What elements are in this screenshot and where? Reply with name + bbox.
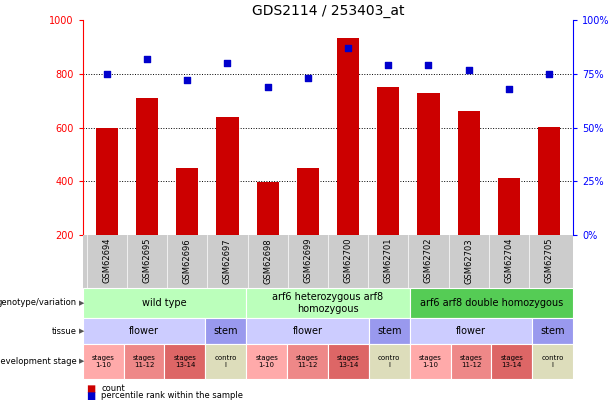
Text: stages
1-10: stages 1-10: [92, 355, 115, 368]
Text: ▶: ▶: [79, 300, 84, 306]
Point: [343, 45, 353, 51]
Text: stages
13-14: stages 13-14: [500, 355, 524, 368]
Text: stages
13-14: stages 13-14: [337, 355, 360, 368]
Text: GSM62703: GSM62703: [464, 238, 473, 284]
Text: GSM62701: GSM62701: [384, 238, 393, 284]
Point: [182, 77, 192, 83]
Point: [424, 62, 433, 68]
Point: [504, 86, 514, 92]
Text: GSM62700: GSM62700: [343, 238, 352, 284]
Point: [142, 55, 152, 62]
Text: stages
11-12: stages 11-12: [132, 355, 156, 368]
Bar: [297, 168, 319, 235]
Point: [383, 62, 393, 68]
Point: [303, 75, 313, 81]
Text: flower: flower: [456, 326, 486, 336]
Title: GDS2114 / 253403_at: GDS2114 / 253403_at: [252, 4, 404, 18]
Text: GSM62695: GSM62695: [143, 238, 151, 284]
Bar: [498, 178, 520, 235]
Bar: [136, 98, 158, 235]
Text: flower: flower: [129, 326, 159, 336]
Text: GSM62697: GSM62697: [223, 238, 232, 284]
Text: ■: ■: [86, 391, 95, 401]
Text: count: count: [101, 384, 125, 393]
Bar: [257, 182, 279, 235]
Text: stages
13-14: stages 13-14: [173, 355, 196, 368]
Bar: [176, 168, 199, 235]
Text: stages
1-10: stages 1-10: [419, 355, 441, 368]
Text: GSM62705: GSM62705: [544, 238, 554, 284]
Text: ■: ■: [86, 384, 95, 394]
Text: GSM62704: GSM62704: [504, 238, 513, 284]
Text: stages
1-10: stages 1-10: [255, 355, 278, 368]
Text: stem: stem: [377, 326, 402, 336]
Text: GSM62698: GSM62698: [263, 238, 272, 284]
Text: GSM62696: GSM62696: [183, 238, 192, 284]
Text: ▶: ▶: [79, 358, 84, 364]
Text: stem: stem: [541, 326, 565, 336]
Bar: [457, 111, 480, 235]
Text: arf6 arf8 double homozygous: arf6 arf8 double homozygous: [420, 298, 563, 308]
Text: stages
11-12: stages 11-12: [460, 355, 482, 368]
Text: genotype/variation: genotype/variation: [0, 298, 77, 307]
Text: percentile rank within the sample: percentile rank within the sample: [101, 391, 243, 400]
Text: GSM62699: GSM62699: [303, 238, 313, 284]
Text: stem: stem: [213, 326, 238, 336]
Text: development stage: development stage: [0, 357, 77, 366]
Text: arf6 heterozygous arf8
homozygous: arf6 heterozygous arf8 homozygous: [272, 292, 384, 313]
Bar: [96, 128, 118, 235]
Bar: [337, 38, 359, 235]
Text: contro
l: contro l: [378, 355, 400, 368]
Text: GSM62694: GSM62694: [102, 238, 112, 284]
Bar: [377, 87, 399, 235]
Bar: [216, 117, 238, 235]
Point: [223, 60, 232, 66]
Point: [544, 71, 554, 77]
Text: stages
11-12: stages 11-12: [296, 355, 319, 368]
Point: [464, 66, 474, 73]
Bar: [417, 93, 440, 235]
Text: wild type: wild type: [142, 298, 187, 308]
Point: [102, 71, 112, 77]
Text: contro
l: contro l: [215, 355, 237, 368]
Bar: [538, 127, 560, 235]
Text: GSM62702: GSM62702: [424, 238, 433, 284]
Text: ▶: ▶: [79, 328, 84, 334]
Point: [263, 83, 273, 90]
Text: contro
l: contro l: [541, 355, 564, 368]
Text: flower: flower: [292, 326, 322, 336]
Text: tissue: tissue: [51, 326, 77, 336]
